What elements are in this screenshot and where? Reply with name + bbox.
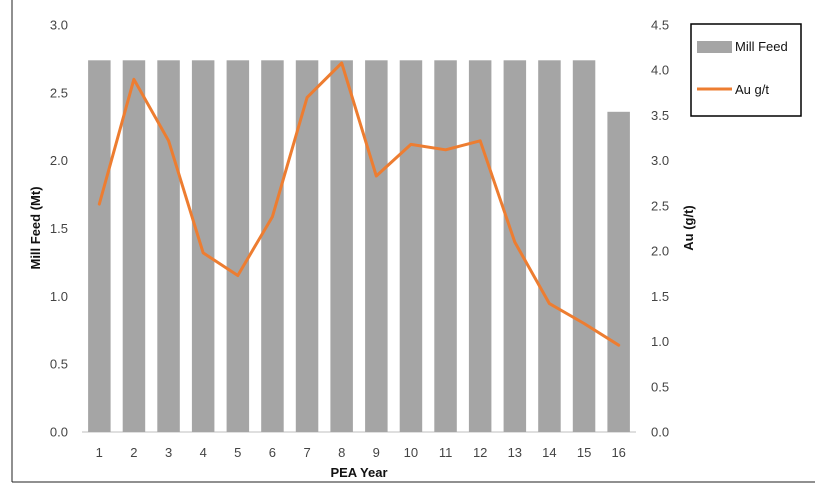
legend-swatch-mill-feed — [697, 41, 732, 53]
y2-axis-ticks: 0.0 0.5 1.0 1.5 2.0 2.5 3.0 3.5 4.0 4.5 — [651, 18, 669, 440]
legend-box — [690, 23, 802, 117]
legend: Mill Feed Au g/t — [690, 23, 802, 117]
x-tick-label: 7 — [303, 445, 310, 460]
x-tick-label: 10 — [404, 445, 418, 460]
bar-mill-feed — [226, 60, 250, 433]
bar-mill-feed — [572, 60, 596, 433]
bar-mill-feed — [330, 60, 353, 433]
x-tick-label: 11 — [439, 445, 453, 460]
y2-tick-label: 3.0 — [651, 153, 669, 168]
bar-mill-feed — [468, 60, 492, 433]
x-tick-label: 1 — [96, 445, 103, 460]
x-tick-label: 6 — [269, 445, 276, 460]
bar-mill-feed — [538, 60, 561, 433]
x-tick-label: 4 — [200, 445, 207, 460]
x-tick-label: 2 — [130, 445, 137, 460]
mill-feed-bars — [88, 60, 630, 433]
y-tick-label: 3.0 — [50, 18, 68, 33]
y2-tick-label: 1.5 — [651, 289, 669, 304]
y-tick-label: 2.0 — [50, 153, 68, 168]
y2-tick-label: 4.0 — [651, 63, 669, 78]
bar-mill-feed — [261, 60, 284, 433]
y-tick-label: 2.5 — [50, 85, 68, 100]
y2-tick-label: 3.5 — [651, 108, 669, 123]
bar-mill-feed — [607, 111, 630, 433]
bar-mill-feed — [399, 60, 423, 433]
au-line-layer — [97, 61, 621, 347]
bar-mill-feed — [191, 60, 215, 433]
y-tick-label: 1.5 — [50, 221, 68, 236]
x-tick-label: 8 — [338, 445, 345, 460]
x-tick-label: 5 — [234, 445, 241, 460]
y2-tick-label: 0.0 — [651, 425, 669, 440]
y2-tick-label: 4.5 — [651, 18, 669, 33]
x-tick-label: 14 — [542, 445, 556, 460]
bar-mill-feed — [434, 60, 457, 433]
x-tick-label: 9 — [373, 445, 380, 460]
x-tick-label: 13 — [508, 445, 522, 460]
x-tick-label: 3 — [165, 445, 172, 460]
y-axis-ticks: 0.0 0.5 1.0 1.5 2.0 2.5 3.0 — [50, 18, 68, 440]
legend-label-mill-feed: Mill Feed — [735, 39, 788, 54]
bar-mill-feed — [122, 60, 146, 433]
bar-mill-feed — [295, 60, 319, 433]
y2-tick-label: 0.5 — [651, 379, 669, 394]
x-tick-label: 15 — [577, 445, 591, 460]
x-axis-ticks: 1 2 3 4 5 6 7 8 9 10 11 12 13 14 15 16 — [96, 445, 626, 460]
bar-mill-feed — [88, 60, 111, 433]
y-tick-label: 1.0 — [50, 289, 68, 304]
y2-tick-label: 2.5 — [651, 198, 669, 213]
y2-axis-title: Au (g/t) — [681, 205, 696, 250]
bar-mill-feed — [157, 60, 180, 433]
x-tick-label: 16 — [611, 445, 625, 460]
bar-mill-feed — [503, 60, 527, 433]
y-tick-label: 0.5 — [50, 357, 68, 372]
legend-label-au: Au g/t — [735, 82, 769, 97]
line-au-grade — [97, 61, 621, 347]
x-tick-label: 12 — [473, 445, 487, 460]
y2-tick-label: 1.0 — [651, 334, 669, 349]
bar-mill-feed — [365, 60, 388, 433]
y-tick-label: 0.0 — [50, 425, 68, 440]
y-axis-title: Mill Feed (Mt) — [28, 186, 43, 269]
y2-tick-label: 2.0 — [651, 244, 669, 259]
x-axis-title: PEA Year — [330, 465, 387, 480]
